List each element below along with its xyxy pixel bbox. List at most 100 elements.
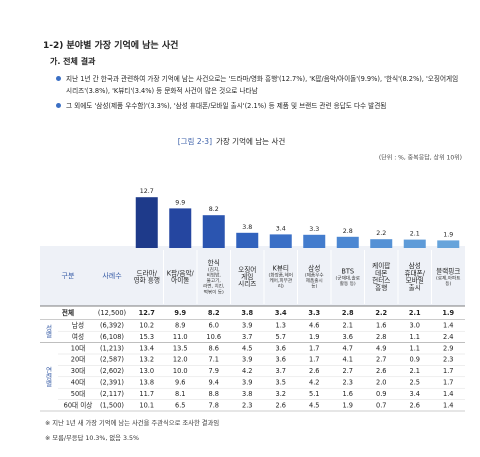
bar bbox=[336, 236, 359, 248]
cell-value: 13.2 bbox=[139, 356, 154, 364]
row-label: 60대 이상 bbox=[64, 400, 93, 409]
bar-value-label: 2.2 bbox=[376, 230, 386, 237]
cell-value: 9.4 bbox=[209, 379, 220, 387]
bullet-dot bbox=[56, 76, 61, 81]
bar bbox=[169, 208, 192, 248]
cell-value: 2.3 bbox=[443, 356, 454, 364]
figure-label: [그림 2-3] bbox=[178, 137, 212, 146]
cell-value: 1.7 bbox=[309, 344, 320, 352]
row-count: (12,500) bbox=[98, 309, 126, 317]
row-count: (2,587) bbox=[100, 356, 124, 364]
row-label: 여성 bbox=[72, 332, 84, 341]
cell-value: 11.0 bbox=[173, 333, 188, 341]
bar-value-label: 9.9 bbox=[175, 199, 185, 206]
cell-value: 1.7 bbox=[443, 367, 454, 375]
row-count: (1,500) bbox=[100, 401, 124, 409]
cell-value: 1.6 bbox=[343, 390, 354, 398]
column-header: 드라마/ bbox=[137, 268, 158, 277]
cell-value: 7.1 bbox=[209, 356, 220, 364]
column-header-sub: 떡볶이 등) bbox=[204, 288, 224, 295]
column-header-sub: (김치, bbox=[208, 266, 220, 273]
column-header: 흥행 bbox=[375, 283, 387, 292]
column-header: 데몬 bbox=[375, 269, 387, 277]
column-header: 출시 bbox=[409, 283, 421, 292]
bar-value-label: 3.8 bbox=[242, 224, 252, 231]
column-header: 모바일 bbox=[406, 276, 424, 285]
cell-value: 3.9 bbox=[242, 379, 253, 387]
cell-value: 2.3 bbox=[343, 379, 354, 387]
cell-value: 13.8 bbox=[139, 379, 154, 387]
cell-value: 1.3 bbox=[276, 322, 287, 330]
cell-value: 2.5 bbox=[410, 379, 421, 387]
bar-value-label: 3.3 bbox=[309, 226, 319, 233]
row-label: 전체 bbox=[62, 308, 74, 317]
column-header: 게임 bbox=[241, 272, 253, 281]
table-header-bg bbox=[40, 246, 465, 306]
cell-value: 3.7 bbox=[242, 333, 253, 341]
cell-value: 2.4 bbox=[443, 333, 454, 341]
bullet-text: 지난 1년 간 한국과 관련하여 가장 기억에 남는 사건으로는 '드라마/영화… bbox=[66, 75, 459, 95]
bullet-dot bbox=[56, 103, 61, 108]
row-label: 10대 bbox=[71, 344, 85, 352]
bar bbox=[135, 197, 158, 248]
cell-value: 2.9 bbox=[443, 344, 454, 352]
cell-value: 8.1 bbox=[175, 390, 186, 398]
column-header: 영화 흥행 bbox=[134, 276, 160, 285]
cell-value: 2.6 bbox=[410, 401, 421, 409]
cell-value: 0.9 bbox=[410, 356, 421, 364]
column-header-sub: 불고기, bbox=[207, 277, 222, 284]
cell-value: 1.1 bbox=[410, 333, 421, 341]
cell-value: 10.2 bbox=[139, 322, 154, 330]
cell-value: 8.6 bbox=[209, 344, 220, 352]
footnote: ※ 지난 1년 새 가장 기억에 남는 사건을 주관식으로 조사한 결과임 bbox=[45, 418, 219, 427]
cell-value: 2.8 bbox=[376, 333, 387, 341]
bar bbox=[303, 234, 326, 248]
bar bbox=[403, 239, 426, 248]
cell-value: 2.6 bbox=[276, 401, 287, 409]
cell-value: 4.7 bbox=[343, 344, 354, 352]
cell-value: 2.7 bbox=[343, 367, 354, 375]
cell-value: 1.6 bbox=[376, 322, 387, 330]
row-count: (1,213) bbox=[100, 344, 124, 352]
group-label: 성별 bbox=[44, 323, 52, 338]
cell-value: 1.4 bbox=[443, 401, 454, 409]
column-header: 아이돌 bbox=[171, 276, 189, 285]
column-header: 블랙핑크 bbox=[436, 266, 460, 275]
cell-value: 12.7 bbox=[139, 309, 156, 317]
cell-value: 8.9 bbox=[175, 322, 186, 330]
cell-value: 6.0 bbox=[209, 322, 220, 330]
cell-value: 2.1 bbox=[409, 309, 421, 317]
column-header-sub: 리) bbox=[278, 283, 284, 290]
bar-value-label: 2.1 bbox=[410, 231, 420, 238]
bar bbox=[370, 239, 393, 248]
cell-value: 15.3 bbox=[139, 333, 154, 341]
column-header-sub: (군재대,솔로 bbox=[336, 274, 360, 281]
row-count: (2,602) bbox=[100, 367, 124, 375]
cell-value: 1.7 bbox=[443, 379, 454, 387]
cell-value: 4.2 bbox=[309, 379, 320, 387]
cell-value: 3.9 bbox=[242, 322, 253, 330]
row-count: (2,117) bbox=[100, 390, 124, 398]
cell-value: 3.4 bbox=[410, 390, 421, 398]
cell-value: 3.8 bbox=[241, 309, 253, 317]
row-count: (6,392) bbox=[100, 322, 124, 330]
row-label: 50대 bbox=[71, 390, 85, 398]
cell-value: 3.0 bbox=[410, 322, 421, 330]
cell-value: 13.5 bbox=[173, 344, 188, 352]
column-header-sub: 비빔밥, bbox=[207, 272, 222, 279]
cell-value: 4.9 bbox=[376, 344, 387, 352]
row-count: (6,108) bbox=[100, 333, 124, 341]
column-header: 휴대폰/ bbox=[405, 269, 426, 277]
cell-value: 7.9 bbox=[209, 367, 220, 375]
column-header: 한식 bbox=[208, 258, 220, 267]
bar-value-label: 1.9 bbox=[443, 231, 453, 238]
column-header-sub: 등) bbox=[311, 284, 317, 290]
column-header: 케이팝 bbox=[372, 261, 390, 270]
cell-value: 0.7 bbox=[376, 401, 387, 409]
row-count: (2,391) bbox=[100, 379, 124, 387]
cell-value: 3.7 bbox=[276, 367, 287, 375]
row-label: 20대 bbox=[71, 356, 85, 364]
cell-value: 2.8 bbox=[342, 309, 354, 317]
cell-value: 3.3 bbox=[308, 309, 320, 317]
